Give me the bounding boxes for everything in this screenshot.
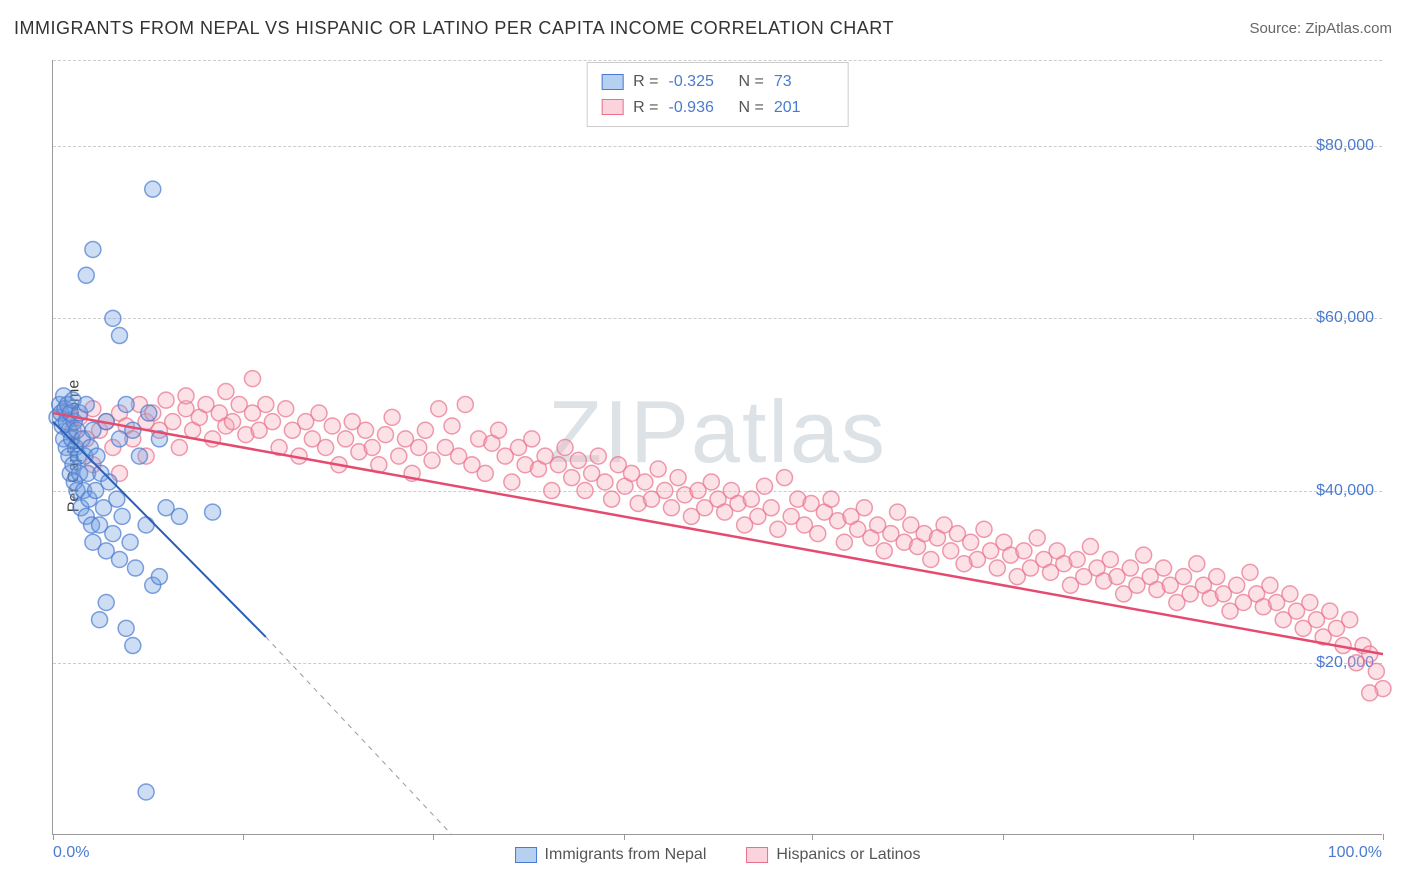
chart-source: Source: ZipAtlas.com [1249, 20, 1392, 37]
stat-r-label: R = [633, 95, 658, 121]
stat-n-label: N = [739, 95, 764, 121]
legend-stats-row-nepal: R = -0.325 N = 73 [601, 69, 834, 95]
legend-bottom: Immigrants from Nepal Hispanics or Latin… [515, 846, 921, 864]
stat-r-label: R = [633, 69, 658, 95]
legend-label-nepal: Immigrants from Nepal [545, 846, 707, 864]
legend-label-hispanic: Hispanics or Latinos [776, 846, 920, 864]
legend-item-nepal: Immigrants from Nepal [515, 846, 707, 864]
x-tick-label-min: 0.0% [53, 844, 89, 862]
stat-n-value-nepal: 73 [774, 69, 834, 95]
chart-header: IMMIGRANTS FROM NEPAL VS HISPANIC OR LAT… [14, 18, 1392, 39]
legend-stats-box: R = -0.325 N = 73 R = -0.936 N = 201 [586, 62, 849, 127]
stat-r-value-hispanic: -0.936 [669, 95, 729, 121]
stat-n-value-hispanic: 201 [774, 95, 834, 121]
legend-swatch-nepal-icon [515, 847, 537, 863]
chart-canvas [53, 60, 1382, 834]
x-tick-label-max: 100.0% [1328, 844, 1382, 862]
plot-area: ZIPatlas $20,000$40,000$60,000$80,000 R … [52, 60, 1382, 835]
chart-title: IMMIGRANTS FROM NEPAL VS HISPANIC OR LAT… [14, 18, 894, 39]
stat-r-value-nepal: -0.325 [669, 69, 729, 95]
legend-stats-row-hispanic: R = -0.936 N = 201 [601, 95, 834, 121]
legend-item-hispanic: Hispanics or Latinos [746, 846, 920, 864]
legend-swatch-nepal [601, 74, 623, 90]
legend-swatch-hispanic-icon [746, 847, 768, 863]
stat-n-label: N = [739, 69, 764, 95]
legend-swatch-hispanic [601, 99, 623, 115]
